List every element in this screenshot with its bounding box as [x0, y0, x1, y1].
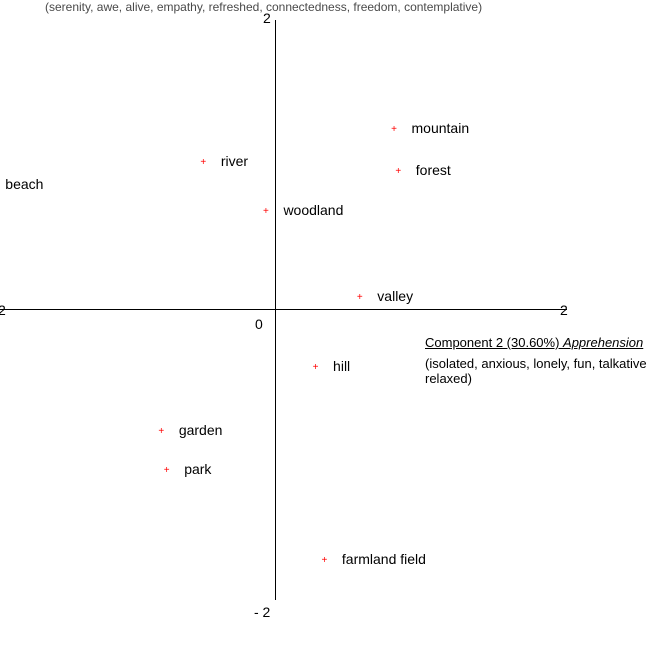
component2-italic: Apprehension [563, 335, 643, 350]
point-label: park [184, 461, 211, 477]
point-label: beach [5, 176, 43, 192]
plus-icon: + [263, 209, 269, 215]
x-tick-neg2: 2 [0, 302, 6, 318]
point-forest: + forest [395, 162, 450, 180]
plus-icon: + [200, 160, 206, 166]
component2-descriptors: (isolated, anxious, lonely, fun, talkati… [425, 356, 659, 386]
component2-title: Component 2 (30.60%) Apprehension [425, 335, 659, 350]
point-park: + park [164, 461, 212, 479]
plus-icon: + [158, 429, 164, 435]
point-hill: + hill [313, 358, 351, 376]
point-label: woodland [283, 202, 343, 218]
origin-tick-0: 0 [255, 316, 263, 332]
plus-icon: + [357, 295, 363, 301]
x-tick-pos2: 2 [560, 302, 568, 318]
point-label: garden [179, 422, 223, 438]
point-valley: + valley [357, 288, 413, 306]
scatter-plot: (serenity, awe, alive, empathy, refreshe… [0, 0, 659, 660]
x-axis [0, 309, 567, 310]
y-tick-neg2: - 2 [254, 604, 270, 620]
point-label: forest [416, 162, 451, 178]
point-label: hill [333, 358, 350, 374]
component2-annotation: Component 2 (30.60%) Apprehension (isola… [425, 335, 659, 386]
point-mountain: + mountain [391, 120, 469, 138]
point-beach: + beach [0, 176, 43, 194]
plus-icon: + [164, 468, 170, 474]
point-farmland-field: + farmland field [321, 551, 426, 569]
plus-icon: + [395, 169, 401, 175]
point-river: + river [200, 153, 248, 171]
point-label: farmland field [342, 551, 426, 567]
plus-icon: + [391, 127, 397, 133]
plus-icon: + [313, 365, 319, 371]
point-label: valley [377, 288, 413, 304]
point-label: river [221, 153, 248, 169]
point-garden: + garden [158, 422, 222, 440]
component2-prefix: Component 2 (30.60%) [425, 335, 563, 350]
plus-icon: + [321, 558, 327, 564]
y-axis [275, 20, 276, 600]
point-label: mountain [412, 120, 470, 136]
y-tick-pos2: 2 [263, 10, 271, 26]
